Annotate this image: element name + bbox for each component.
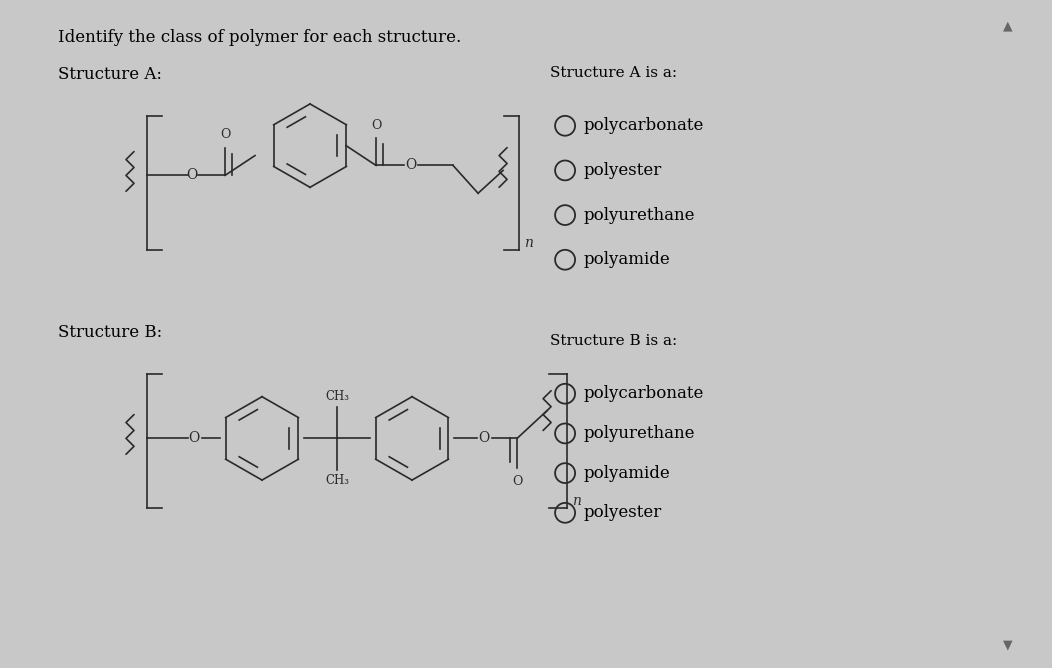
Text: polycarbonate: polycarbonate bbox=[583, 385, 704, 402]
Text: O: O bbox=[220, 128, 230, 141]
Text: O: O bbox=[405, 158, 417, 172]
Text: O: O bbox=[512, 475, 522, 488]
Text: n: n bbox=[524, 236, 533, 250]
Text: polyamide: polyamide bbox=[583, 251, 670, 269]
Text: Structure B is a:: Structure B is a: bbox=[550, 334, 677, 348]
Text: Structure B:: Structure B: bbox=[58, 324, 162, 341]
Text: Identify the class of polymer for each structure.: Identify the class of polymer for each s… bbox=[58, 29, 461, 45]
Text: Structure A is a:: Structure A is a: bbox=[550, 66, 677, 80]
Text: Structure A:: Structure A: bbox=[58, 66, 162, 84]
Text: polyurethane: polyurethane bbox=[583, 425, 694, 442]
Text: O: O bbox=[186, 168, 198, 182]
Text: CH₃: CH₃ bbox=[325, 389, 349, 403]
Text: O: O bbox=[479, 432, 489, 446]
Text: ▼: ▼ bbox=[1003, 639, 1013, 651]
Text: polyurethane: polyurethane bbox=[583, 206, 694, 224]
Text: polyamide: polyamide bbox=[583, 465, 670, 482]
Text: CH₃: CH₃ bbox=[325, 474, 349, 487]
Text: O: O bbox=[371, 119, 381, 132]
Text: n: n bbox=[572, 494, 581, 508]
Text: polyester: polyester bbox=[583, 162, 662, 179]
Text: polycarbonate: polycarbonate bbox=[583, 118, 704, 134]
Text: polyester: polyester bbox=[583, 504, 662, 521]
Text: O: O bbox=[188, 432, 200, 446]
Text: ▲: ▲ bbox=[1003, 20, 1013, 33]
